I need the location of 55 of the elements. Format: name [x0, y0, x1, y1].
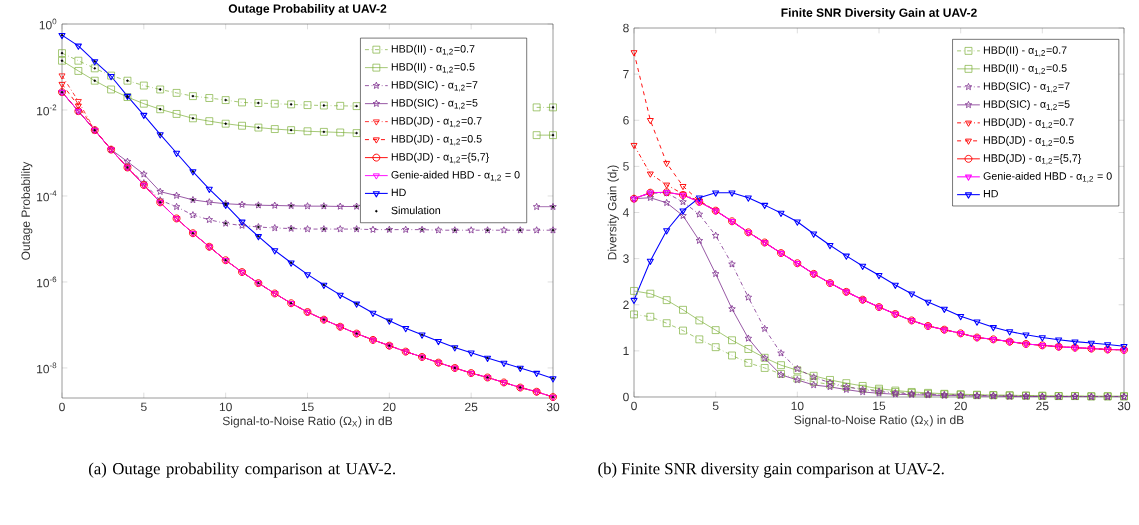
legend-label: Genie-aided HBD - α$_{1,2}$ = 0: [983, 171, 1112, 183]
y-tick-label: 0: [623, 392, 629, 402]
legend-label: HBD(SIC) - α$_{1,2}$=7: [983, 81, 1070, 93]
x-tick-label: 20: [383, 402, 396, 412]
x-tick-label: 10: [791, 401, 804, 411]
x-axis-title: Signal-to-Noise Ratio (Ω$_{X}$) in dB: [794, 415, 964, 427]
x-tick-label: 10: [219, 402, 232, 412]
legend-label: HD: [983, 189, 998, 198]
legend-label: HBD(JD) - α$_{1,2}$={5,7}: [391, 152, 490, 164]
legend-label: Simulation: [391, 206, 441, 215]
legend-label: HBD(II) - α$_{1,2}$=0.5: [391, 62, 475, 74]
x-tick-label: 30: [546, 402, 560, 412]
y-tick-label: 10$^{0}$: [39, 18, 57, 30]
x-tick-label: 0: [59, 402, 65, 412]
y-tick-label: 1: [623, 346, 629, 355]
legend-label: HBD(JD) - α$_{1,2}$={5,7}: [983, 153, 1082, 165]
x-axis-title: Signal-to-Noise Ratio (Ω$_{X}$) in dB: [222, 416, 393, 428]
legend-label: HBD(JD) - α$_{1,2}$=0.7: [983, 117, 1074, 129]
x-tick-label: 25: [465, 402, 478, 412]
y-tick-label: 10$^{-8}$: [37, 362, 57, 374]
text: (a) Outage probability comparison at UAV-2.: [89, 462, 396, 478]
x-tick-label: 30: [1117, 401, 1131, 411]
x-tick-label: 5: [140, 402, 147, 412]
y-tick-label: 7: [623, 69, 629, 79]
y-tick-label: 10$^{-2}$: [37, 104, 57, 116]
legend-label: HBD(SIC) - α$_{1,2}$=5: [983, 99, 1070, 111]
x-tick-label: 0: [631, 401, 637, 411]
x-tick-label: 5: [712, 401, 719, 411]
y-axis-title: Diversity Gain (d$_{f}$): [607, 165, 619, 260]
y-tick-label: 2: [623, 300, 629, 309]
x-tick-label: 20: [954, 401, 967, 411]
legend-label: HBD(SIC) - α$_{1,2}$=7: [391, 80, 478, 92]
legend-label: HBD(II) - α$_{1,2}$=0.5: [983, 63, 1067, 75]
legend-label: HBD(JD) - α$_{1,2}$=0.5: [391, 134, 482, 146]
text: (b) Finite SNR diversity gain comparison at UAV-2.: [598, 462, 944, 478]
y-tick-label: 5: [623, 162, 629, 171]
legend-label: HD: [391, 188, 406, 197]
legend-label: HBD(SIC) - α$_{1,2}$=5: [391, 98, 478, 110]
y-tick-label: 10$^{-4}$: [37, 190, 57, 202]
y-tick-label: 6: [623, 116, 629, 125]
legend-label: Genie-aided HBD - α$_{1,2}$ = 0: [391, 170, 520, 182]
x-tick-label: 15: [301, 402, 314, 412]
y-axis-title: Outage Probability: [21, 161, 33, 260]
legend-label: HBD(II) - α$_{1,2}$=0.7: [391, 44, 475, 56]
legend-label: HBD(JD) - α$_{1,2}$=0.5: [983, 135, 1074, 147]
legend-label: HBD(II) - α$_{1,2}$=0.7: [983, 46, 1067, 57]
chart-title: Outage Probability at UAV-2: [228, 4, 387, 16]
chart-title: Finite SNR Diversity Gain at UAV-2: [781, 8, 977, 20]
y-tick-label: 10$^{-6}$: [37, 276, 57, 288]
y-tick-label: 3: [623, 254, 629, 263]
x-tick-label: 15: [873, 401, 886, 411]
legend-label: HBD(JD) - α$_{1,2}$=0.7: [391, 116, 482, 128]
y-tick-label: 8: [623, 23, 629, 33]
y-tick-label: 4: [622, 208, 629, 217]
x-tick-label: 25: [1036, 401, 1049, 411]
